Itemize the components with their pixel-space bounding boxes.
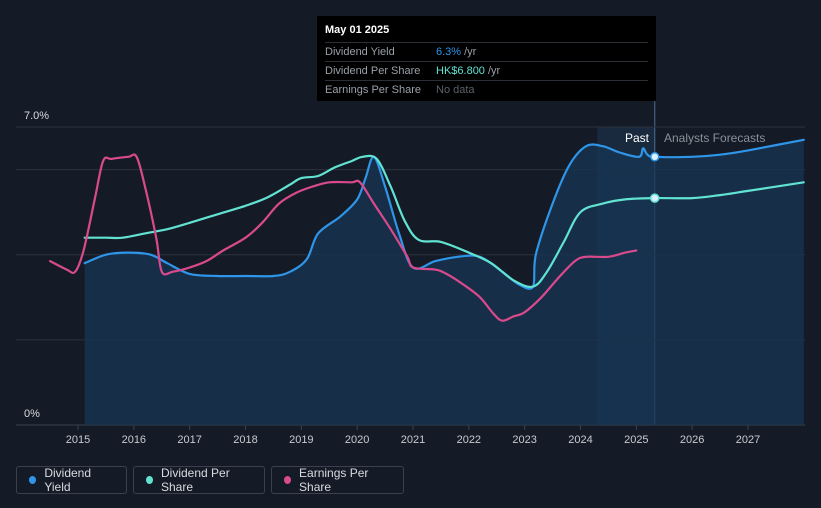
legend-label: Dividend Yield (44, 466, 92, 494)
legend-dot-icon (29, 476, 37, 484)
x-tick-label: 2020 (345, 434, 369, 446)
tooltip-row-name: Dividend Yield (325, 46, 395, 58)
tooltip-row-earnings-per-share: Earnings Per Share No data (325, 80, 648, 99)
x-tick-label: 2018 (233, 434, 257, 446)
legend-dot-icon (146, 476, 153, 484)
tooltip-row-unit: /yr (487, 65, 501, 77)
tooltip-row-dividend-yield: Dividend Yield 6.3% /yr (325, 42, 648, 61)
tooltip-row-name: Dividend Per Share (325, 65, 421, 77)
legend-item-dividend-per-share[interactable]: Dividend Per Share (133, 466, 265, 494)
dividend-yield-area (84, 139, 804, 426)
x-tick-label: 2017 (177, 434, 201, 446)
past-label: Past (625, 131, 650, 145)
tooltip-row-dividend-per-share: Dividend Per Share HK$6.800 /yr (325, 61, 648, 80)
x-tick-label: 2016 (122, 434, 146, 446)
dividend-yield-marker (650, 152, 660, 162)
dividend-yield-line (83, 138, 805, 290)
x-tick-label: 2024 (568, 434, 592, 446)
dividend-per-share-line (83, 154, 805, 289)
tooltip: May 01 2025 Dividend Yield 6.3% /yr Divi… (317, 16, 656, 101)
tooltip-row-value: 6.3% (436, 46, 462, 58)
analysts-forecasts-label: Analysts Forecasts (664, 131, 766, 145)
tooltip-row-unit: /yr (464, 46, 477, 58)
y-axis-label-bottom: 0% (24, 408, 40, 420)
x-tick-label: 2015 (66, 434, 90, 446)
legend-item-earnings-per-share[interactable]: Earnings Per Share (271, 466, 404, 494)
tooltip-row-value: No data (436, 84, 475, 96)
legend-dot-icon (284, 476, 292, 484)
x-tick-label: 2023 (512, 434, 536, 446)
tooltip-date: May 01 2025 (325, 24, 390, 36)
x-tick-label: 2019 (289, 434, 313, 446)
legend-item-dividend-yield[interactable]: Dividend Yield (16, 466, 127, 494)
tooltip-row-value: HK$6.800 (436, 65, 485, 77)
x-tick-label: 2022 (457, 434, 481, 446)
y-axis-label-top: 7.0% (24, 110, 49, 122)
legend-label: Dividend Per Share (161, 466, 230, 494)
dividend-per-share-marker (650, 193, 660, 203)
x-tick-label: 2026 (680, 434, 704, 446)
tooltip-row-name: Earnings Per Share (325, 84, 421, 96)
x-tick-label: 2027 (736, 434, 760, 446)
x-tick-label: 2025 (624, 434, 648, 446)
legend-label: Earnings Per Share (299, 466, 369, 494)
earnings-per-share-line (49, 153, 638, 322)
x-tick-label: 2021 (401, 434, 425, 446)
